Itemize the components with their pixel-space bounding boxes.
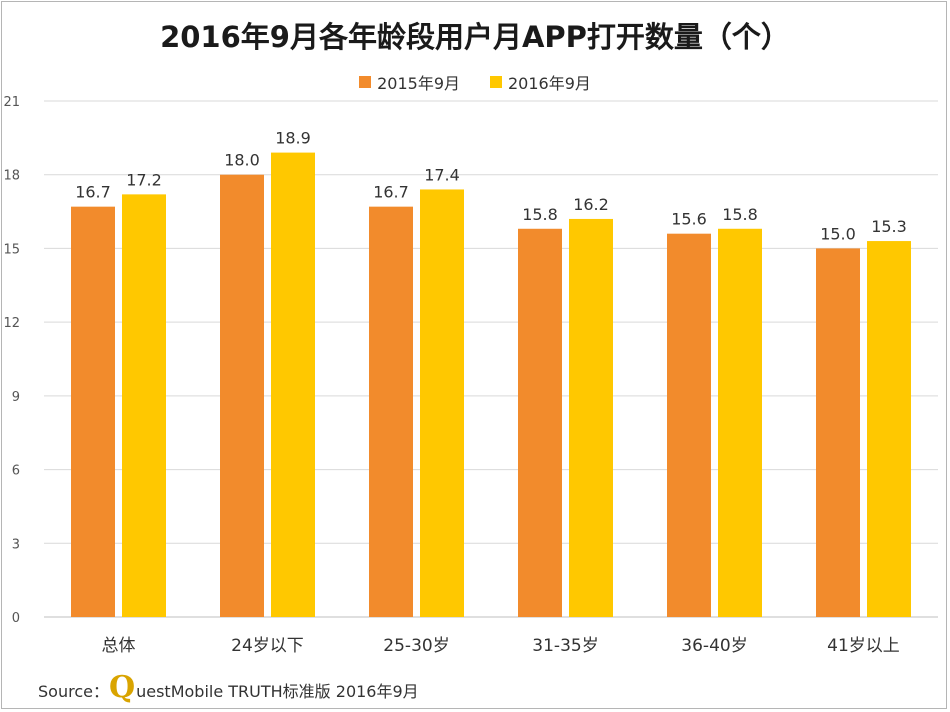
legend-swatch-2016 <box>490 76 502 88</box>
y-tick-label: 9 <box>12 390 20 405</box>
bar <box>271 152 315 617</box>
data-label: 18.9 <box>275 129 311 148</box>
bar <box>420 189 464 617</box>
data-label: 15.8 <box>722 205 758 224</box>
source-note: Source： Q uestMobile TRUTH标准版 2016年9月 <box>38 670 419 705</box>
bar <box>518 228 562 617</box>
data-label: 15.3 <box>871 217 907 236</box>
y-tick-label: 6 <box>12 464 20 479</box>
x-tick-label: 36-40岁 <box>681 636 747 656</box>
legend-item-2016: 2016年9月 <box>490 70 591 94</box>
y-tick-label: 18 <box>3 169 20 184</box>
x-tick-label: 25-30岁 <box>383 636 449 656</box>
bar <box>220 174 264 617</box>
x-tick-label: 24岁以下 <box>231 636 304 656</box>
bar <box>667 233 711 617</box>
legend-swatch-2015 <box>359 76 372 88</box>
legend-label-2016: 2016年9月 <box>508 74 591 93</box>
legend-label-2015: 2015年9月 <box>377 74 460 93</box>
legend-item-2015: 2015年9月 <box>359 70 460 94</box>
chart-title: 2016年9月各年龄段用户月APP打开数量（个） <box>160 20 790 54</box>
y-tick-label: 12 <box>3 316 20 331</box>
data-label: 16.7 <box>75 183 111 202</box>
legend: 2015年9月 2016年9月 <box>0 70 950 94</box>
bar <box>867 241 911 618</box>
data-label: 15.0 <box>820 224 856 243</box>
y-tick-label: 15 <box>3 242 20 257</box>
y-tick-label: 21 <box>3 95 20 110</box>
data-label: 16.2 <box>573 195 609 214</box>
questmobile-logo-letter: Q <box>108 670 136 705</box>
source-text: uestMobile TRUTH标准版 2016年9月 <box>136 682 419 701</box>
x-tick-label: 总体 <box>102 636 136 656</box>
data-label: 16.7 <box>373 183 409 202</box>
y-tick-label: 3 <box>12 537 20 552</box>
source-label: Source： <box>38 682 109 701</box>
x-tick-label: 31-35岁 <box>532 636 598 656</box>
bar <box>718 228 762 617</box>
y-tick-label: 0 <box>12 611 20 626</box>
bar <box>122 194 166 617</box>
x-tick-label: 41岁以上 <box>827 636 900 656</box>
bar <box>816 248 860 617</box>
bar <box>71 206 115 617</box>
data-label: 18.0 <box>224 151 260 170</box>
data-label: 15.6 <box>671 210 707 229</box>
data-label: 17.4 <box>424 165 460 184</box>
data-label: 17.2 <box>126 170 162 189</box>
bar <box>369 206 413 617</box>
bar <box>569 218 613 617</box>
data-label: 15.8 <box>522 205 558 224</box>
